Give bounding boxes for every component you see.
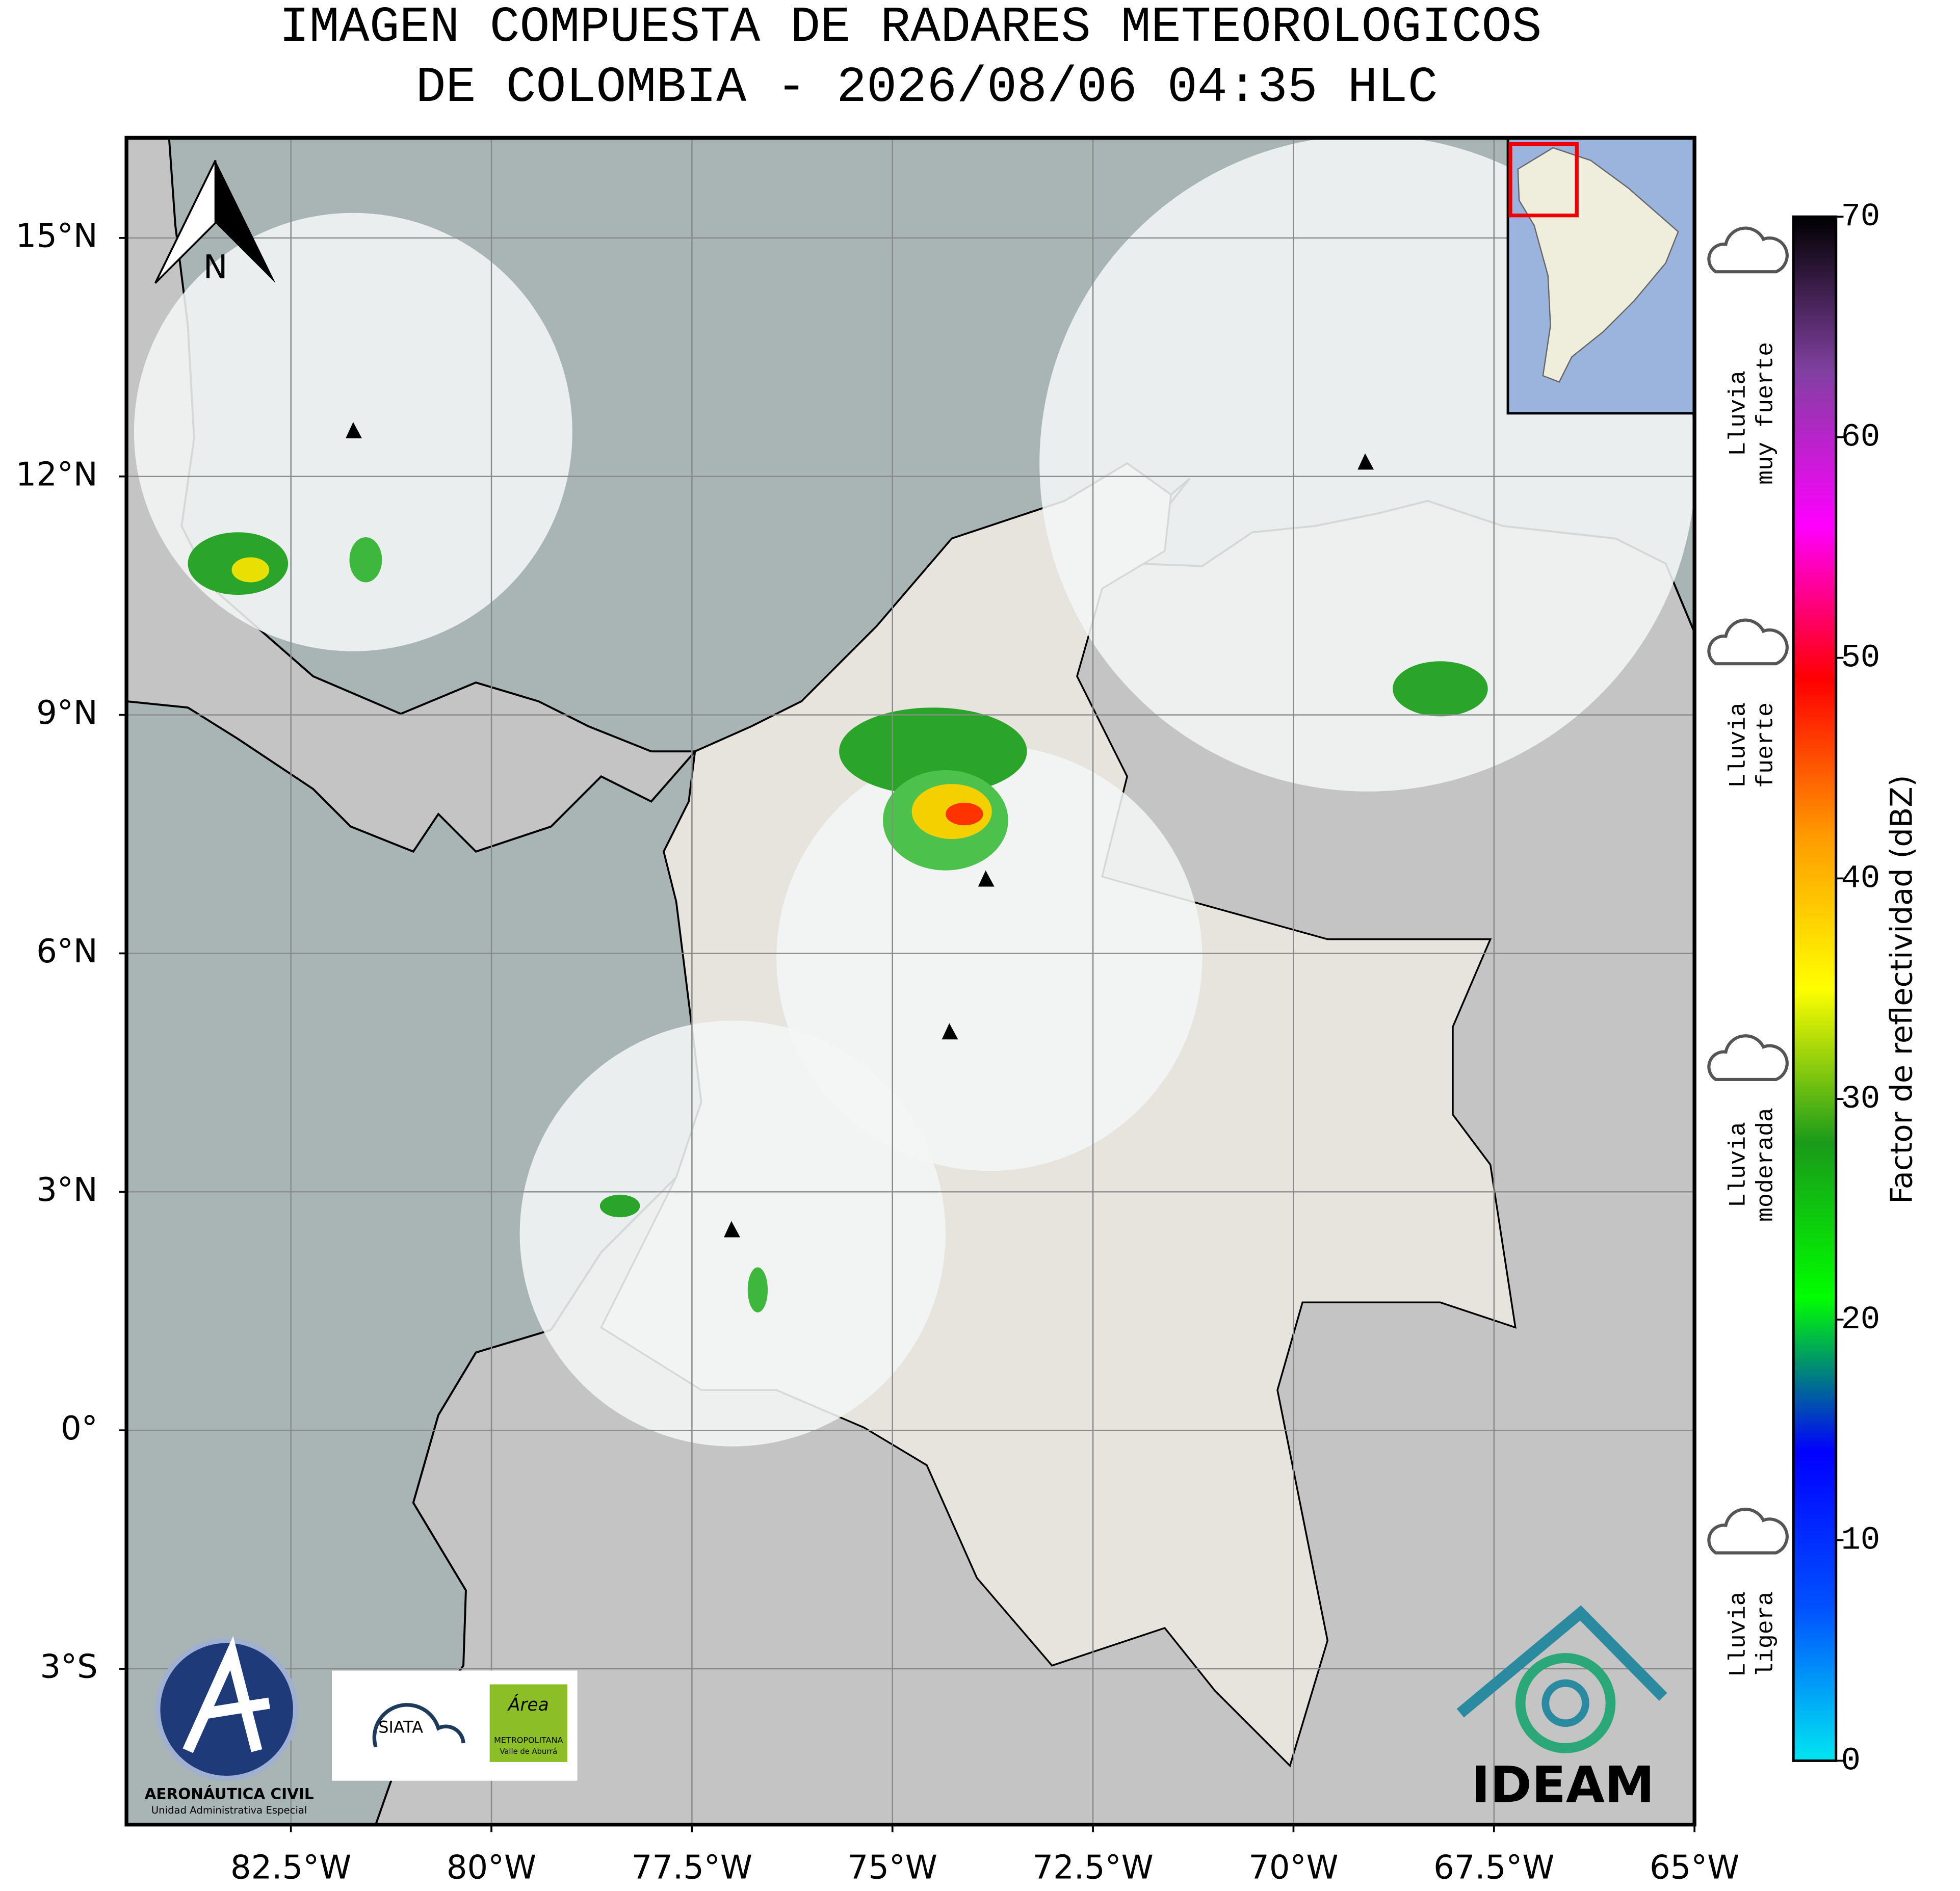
y-tick-label: 12°N (16, 456, 98, 493)
echo (945, 802, 983, 826)
radar-site (1357, 453, 1374, 470)
colorbar-tick-label: 10 (1841, 1522, 1880, 1559)
intensity-label: Lluvia (1725, 1591, 1752, 1677)
echo (839, 707, 1027, 796)
y-tick-label: 0° (61, 1410, 98, 1448)
echo (747, 1267, 768, 1312)
map-area: N (126, 138, 1695, 1825)
y-tick-label: 15°N (16, 217, 98, 255)
weather-icon (1707, 226, 1789, 274)
echo (349, 537, 382, 583)
intensity-label: muy fuerte (1753, 342, 1780, 485)
colorbar-tick-label: 50 (1841, 640, 1880, 676)
intensity-label: Lluvia (1725, 1122, 1752, 1207)
x-tick-label: 80°W (447, 1849, 536, 1887)
inset-land (1517, 147, 1679, 383)
radar-sites (346, 422, 1374, 1238)
echo (231, 557, 270, 583)
x-tick-label: 77.5°W (632, 1849, 752, 1887)
logo-mark (372, 1703, 465, 1748)
y-tick-label: 6°N (36, 933, 97, 970)
logo-bg (489, 1684, 567, 1762)
colorbar-tick-label: 40 (1841, 860, 1880, 897)
colorbar-tick-label: 20 (1841, 1302, 1880, 1338)
colorbar-tick-label: 0 (1841, 1743, 1861, 1779)
x-tick-label: 82.5°W (230, 1849, 351, 1887)
intensity-label: ligera (1753, 1591, 1780, 1677)
north-label: N (203, 249, 228, 286)
logo-text: AERONÁUTICA CIVIL (145, 1784, 314, 1802)
intensity-label: fuerte (1753, 702, 1780, 788)
map-frame (124, 136, 1696, 1827)
weather-icon (1707, 1034, 1789, 1081)
intensity-label: Lluvia (1725, 702, 1752, 788)
logo-mark (182, 1636, 270, 1753)
y-tick-label: 3°N (36, 1171, 97, 1209)
intensity-label: Lluvia (1725, 371, 1752, 456)
weather-icon (1707, 618, 1789, 666)
colorbar (1792, 215, 1838, 1762)
x-tick-label: 67.5°W (1433, 1849, 1554, 1887)
ideam-logo: IDEAM (1456, 1605, 1667, 1814)
x-tick-label: 72.5°W (1032, 1849, 1153, 1887)
colorbar-label: Factor de reflectividad (dBZ) (1884, 775, 1919, 1203)
radar-echoes (188, 532, 1488, 1312)
colorbar-tick-label: 60 (1841, 419, 1880, 456)
logo-text: METROPOLITANA (494, 1736, 563, 1745)
logo-text: Área (507, 1694, 549, 1715)
aerocivil-logo: AERONÁUTICA CIVIL Unidad Administrativa … (145, 1636, 314, 1816)
logo-swirl (1515, 1653, 1616, 1753)
siata-logo: SIATA Área METROPOLITANA Valle de Aburrá (332, 1670, 578, 1781)
logo-roof (1456, 1605, 1667, 1718)
inset-map (1506, 138, 1695, 415)
colorbar-tick-label: 70 (1841, 199, 1880, 235)
radar-site (942, 1023, 958, 1040)
intensity-label: moderada (1753, 1108, 1780, 1222)
inset-extent (1508, 142, 1579, 218)
title-line: IMAGEN COMPUESTA DE RADARES METEOROLOGIC… (279, 0, 1542, 56)
logo-text: IDEAM (1472, 1756, 1655, 1814)
y-tick-label: 3°S (40, 1648, 98, 1686)
logo-text: Unidad Administrativa Especial (151, 1804, 307, 1816)
echo (599, 1194, 640, 1218)
x-tick-label: 70°W (1248, 1849, 1338, 1887)
radar-coverage (776, 745, 1203, 1171)
radar-site (724, 1221, 741, 1238)
logo-swirl (1541, 1679, 1589, 1727)
title-line: DE COLOMBIA - 2026/08/06 04:35 HLC (416, 59, 1438, 116)
echo (1393, 661, 1488, 717)
colorbar-tick-label: 30 (1841, 1081, 1880, 1118)
x-tick-label: 75°W (848, 1849, 937, 1887)
logo-text: SIATA (378, 1718, 423, 1737)
y-tick-label: 9°N (36, 694, 97, 732)
radar-site (346, 422, 362, 438)
radar-site (978, 870, 995, 887)
logo-text: Valle de Aburrá (500, 1747, 557, 1756)
x-tick-label: 65°W (1650, 1849, 1739, 1887)
weather-icon (1707, 1507, 1789, 1555)
